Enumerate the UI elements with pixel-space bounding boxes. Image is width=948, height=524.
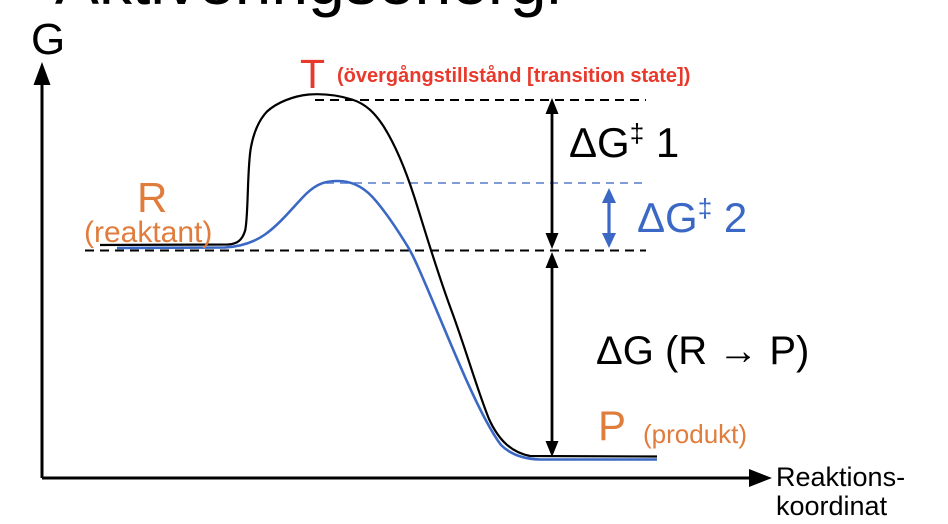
dg1-number: 1 — [644, 119, 680, 166]
transition-state-description: (övergångstillstånd [transition state]) — [337, 65, 691, 87]
transition-state-symbol: T — [300, 51, 326, 97]
x-axis-label: Reaktions- koordinat — [776, 463, 905, 521]
reactant-symbol: R — [137, 174, 168, 221]
delta-g-reaction-label: ΔG (R → P) — [596, 329, 810, 373]
activation-energy-1-label: ΔG‡ 1 — [569, 119, 680, 166]
product-description: (produkt) — [643, 419, 748, 449]
double-dagger-icon: ‡ — [629, 118, 645, 148]
dg2-measure-arrow — [602, 188, 616, 248]
reactant-description: (reaktant) — [84, 216, 213, 249]
dg-reaction-measure-arrow — [545, 252, 559, 457]
catalyzed-energy-curve — [116, 179, 657, 461]
slide-title: Aktiveringsenergi — [55, 0, 561, 14]
uncatalyzed-energy-curve — [99, 93, 658, 458]
dg2-number: 2 — [712, 194, 748, 241]
y-axis-arrowhead-icon — [33, 62, 51, 85]
double-dagger-icon: ‡ — [697, 193, 713, 223]
y-axis-label: G — [31, 15, 66, 64]
activation-energy-2-label: ΔG‡ 2 — [637, 194, 748, 241]
dg2-base: ΔG — [637, 194, 698, 241]
dg1-measure-arrow — [545, 98, 559, 249]
x-axis-label-line2: koordinat — [776, 490, 888, 521]
x-axis-label-line1: Reaktions- — [776, 462, 906, 492]
product-symbol: P — [598, 402, 627, 449]
dg1-base: ΔG — [569, 119, 630, 166]
x-axis-arrowhead-icon — [749, 469, 772, 487]
